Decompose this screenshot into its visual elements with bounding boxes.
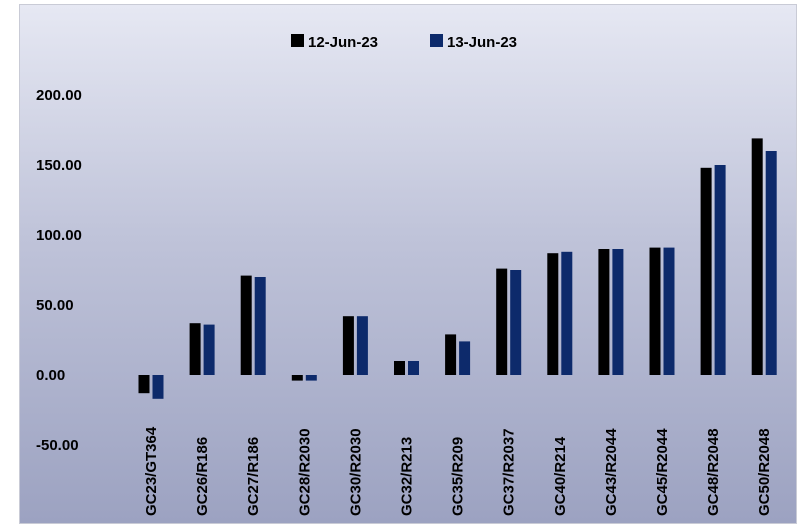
- bar-series1-4: [342, 316, 354, 375]
- bar-series2-3: [305, 375, 317, 381]
- x-category-label: GC45/R2044: [654, 428, 671, 516]
- bar-series1-9: [598, 249, 610, 375]
- legend-swatch: [430, 34, 443, 47]
- x-category-label: GC28/R2030: [296, 428, 313, 516]
- x-category-label: GC23/GT364: [143, 426, 160, 516]
- bars: [138, 138, 777, 399]
- bar-series1-8: [547, 253, 559, 375]
- y-tick-label: 0.00: [36, 367, 65, 384]
- bar-series2-6: [459, 341, 471, 375]
- bar-series2-8: [561, 251, 573, 375]
- legend-swatch: [291, 34, 304, 47]
- bar-series2-5: [408, 361, 419, 375]
- bar-series1-3: [291, 375, 303, 381]
- x-category-label: GC43/R2044: [603, 428, 620, 516]
- legend-label: 12-Jun-23: [308, 34, 378, 51]
- bar-series1-0: [138, 375, 150, 394]
- bar-series2-0: [152, 375, 164, 399]
- bar-series1-7: [496, 268, 508, 375]
- bar-series1-12: [751, 138, 763, 375]
- bar-series1-10: [649, 247, 661, 375]
- x-category-label: GC40/R214: [552, 436, 569, 516]
- x-category-label: GC32/R213: [399, 437, 416, 516]
- y-tick-label: 150.00: [36, 157, 82, 174]
- x-category-label: GC27/R186: [245, 437, 262, 516]
- bar-series1-5: [394, 361, 405, 375]
- bar-series2-12: [765, 151, 777, 375]
- y-tick-label: -50.00: [36, 437, 79, 454]
- x-category-label: GC48/R2048: [705, 428, 722, 516]
- y-tick-label: 100.00: [36, 227, 82, 244]
- y-axis-ticks: 200.00 150.00 100.00 50.00 0.00 -50.00: [36, 87, 82, 454]
- x-category-label: GC26/R186: [194, 437, 211, 516]
- x-category-label: GC37/R2037: [501, 428, 518, 516]
- bar-series2-4: [356, 316, 368, 375]
- bar-series1-1: [189, 323, 201, 375]
- x-category-label: GC50/R2048: [756, 428, 773, 516]
- bar-series1-6: [445, 334, 457, 375]
- bar-series2-7: [510, 270, 522, 375]
- bar-series2-2: [254, 277, 266, 375]
- bar-series2-10: [663, 247, 675, 375]
- legend-label: 13-Jun-23: [447, 34, 517, 51]
- bar-series2-1: [203, 324, 215, 375]
- legend: 12-Jun-23 13-Jun-23: [291, 34, 517, 51]
- x-axis-labels: GC23/GT364 GC26/R186 GC27/R186 GC28/R2030 GC…: [143, 426, 773, 516]
- bar-series2-11: [714, 165, 726, 375]
- bar-series1-11: [700, 167, 712, 375]
- bar-series2-9: [612, 249, 624, 375]
- y-tick-label: 200.00: [36, 87, 82, 104]
- y-tick-label: 50.00: [36, 297, 74, 314]
- x-category-label: GC30/R2030: [347, 428, 364, 516]
- bar-series1-2: [240, 275, 252, 375]
- x-category-label: GC35/R209: [450, 437, 467, 516]
